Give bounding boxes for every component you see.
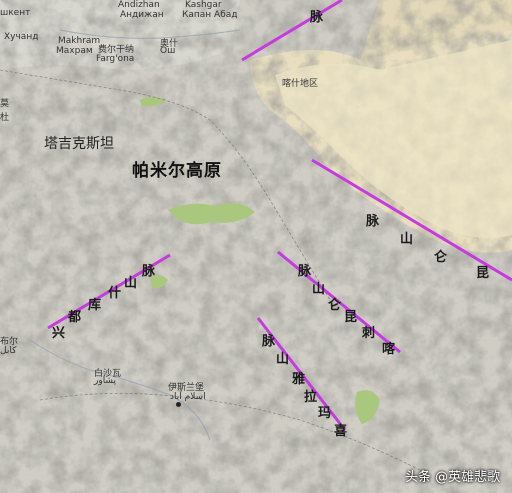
range-char-kunlun-1: 脉: [366, 214, 380, 229]
valley-green-4: [150, 275, 168, 289]
label-khujand: Хучанд: [4, 32, 39, 42]
label-andizhan-cyr: Андижан: [120, 10, 164, 20]
label-makhram: Makhram: [58, 36, 101, 46]
range-char-karakoram-1: 脉: [298, 264, 312, 279]
range-char-himalaya-2: 山: [276, 352, 290, 367]
label-osh-lat: Ош: [160, 46, 176, 56]
label-kabul-local: کابل: [0, 346, 17, 356]
label-peshawar-local: پشاور: [94, 376, 116, 386]
label-kashgar-cyr: Капан Абад: [182, 10, 238, 20]
range-char-hindukush-4: 什: [108, 286, 122, 301]
range-char-hindukush-3: 库: [88, 298, 102, 313]
range-char-himalaya-1: 脉: [262, 334, 276, 349]
range-char-himalaya-4: 拉: [304, 390, 318, 405]
range-char-hindukush-2: 都: [68, 310, 82, 325]
valley-green-3: [355, 390, 380, 424]
range-char-tianshan: 脉: [310, 10, 324, 25]
range-char-hindukush-5: 山: [124, 276, 138, 291]
label-left-edge-2: 杜: [0, 113, 10, 123]
label-peshawar-cn: 白沙瓦: [94, 369, 122, 379]
range-char-karakoram-2: 山: [312, 282, 326, 297]
label-fergana-lat: Farg'ona: [96, 54, 135, 64]
label-pamir: 帕米尔高原: [132, 161, 222, 181]
range-line-karakoram: [277, 250, 401, 354]
label-islamabad-cn: 伊斯兰堡: [168, 383, 205, 393]
label-tajikistan: 塔吉克斯坦: [44, 136, 114, 152]
city-marker-islamabad: [176, 402, 181, 407]
valley-green-1: [168, 203, 255, 225]
label-osh-cn: 奥什: [160, 39, 179, 49]
label-tashkent: шкент: [0, 8, 31, 18]
label-andizhan: Andizhan: [118, 0, 160, 10]
watermark-text: 头条 @英雄悲歌: [405, 470, 501, 485]
range-char-karakoram-6: 喀: [382, 342, 396, 357]
range-char-kunlun-4: 昆: [476, 266, 490, 281]
range-char-hindukush-6: 脉: [142, 264, 156, 279]
range-char-himalaya-6: 喜: [334, 424, 348, 439]
range-char-himalaya-3: 雅: [292, 372, 306, 387]
label-fergana-cn: 费尔干纳: [98, 45, 135, 55]
range-line-kunlun: [311, 158, 512, 282]
valley-green-2: [140, 97, 166, 107]
range-line-tianshan: [241, 0, 343, 62]
label-left-edge-1: 莫: [0, 99, 10, 109]
range-char-himalaya-5: 玛: [318, 406, 332, 421]
label-kashgar-latin: Kashgar: [185, 0, 222, 10]
label-kashgar-region: 喀什地区: [282, 79, 319, 89]
range-char-kunlun-3: 仑: [434, 250, 448, 265]
range-line-himalaya: [256, 317, 347, 431]
label-kabul-cn: 布尔: [0, 337, 19, 347]
range-char-hindukush-1: 兴: [52, 326, 66, 341]
label-islamabad-local: اسلام آباد: [170, 392, 206, 402]
range-char-karakoram-5: 刺: [362, 326, 376, 341]
range-char-karakoram-4: 昆: [344, 310, 358, 325]
range-char-kunlun-2: 山: [400, 232, 414, 247]
range-char-karakoram-3: 仑: [328, 298, 342, 313]
label-makhram-cyr: Махрам: [56, 46, 93, 56]
range-line-hindukush: [47, 253, 171, 330]
